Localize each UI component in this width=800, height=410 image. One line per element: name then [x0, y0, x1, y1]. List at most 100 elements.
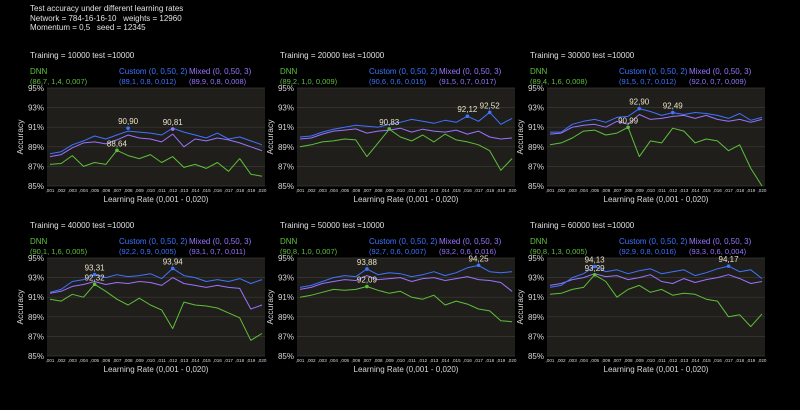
x-tick-label: ,019	[746, 188, 755, 193]
x-tick-label: ,012	[418, 358, 427, 363]
x-tick-label: ,008	[374, 188, 383, 193]
panel-title: Training = 20000 test =10000	[280, 51, 385, 60]
x-tick-label: ,013	[429, 358, 438, 363]
legend-custom-name: Custom (0, 0,50, 2)	[619, 237, 688, 246]
x-tick-label: ,020	[258, 188, 267, 193]
annotation-marker	[126, 126, 130, 130]
x-tick-label: ,012	[168, 188, 177, 193]
legend-custom-name: Custom (0, 0,50, 2)	[369, 237, 438, 246]
plot-area	[547, 258, 765, 356]
y-tick-label: 93%	[28, 274, 44, 283]
x-tick-label: ,009	[635, 358, 644, 363]
x-tick-label: ,020	[758, 358, 767, 363]
legend-custom-stats: (91,5, 0,7, 0,012)	[619, 77, 677, 86]
x-tick-label: ,015	[202, 188, 211, 193]
annotation-marker	[365, 267, 369, 271]
annotation-marker	[476, 263, 481, 268]
x-axis-label: Learning Rate (0,001 - 0,020)	[104, 365, 209, 374]
series-line-dnn	[549, 274, 763, 328]
x-tick-label: ,020	[508, 188, 517, 193]
y-tick-label: 85%	[278, 352, 294, 361]
annotation-label: 88,64	[107, 139, 128, 148]
panel-title: Training = 40000 test =10000	[30, 221, 135, 230]
x-tick-label: ,010	[396, 358, 405, 363]
x-tick-label: ,016	[213, 358, 222, 363]
x-tick-label: ,015	[202, 358, 211, 363]
series-line-custom	[550, 108, 763, 133]
legend-dnn-name: DNN	[280, 237, 298, 246]
x-tick-label: ,007	[112, 188, 121, 193]
x-tick-label: ,004	[79, 188, 88, 193]
annotation-label: 90,83	[379, 118, 400, 127]
plot-area	[297, 258, 515, 356]
legend-dnn-stats: (89,2, 1,0, 0,009)	[280, 77, 338, 86]
annotation-label: 90,99	[618, 116, 639, 125]
x-tick-label: ,003	[568, 358, 577, 363]
x-tick-label: ,001	[546, 188, 555, 193]
y-tick-label: 87%	[28, 162, 44, 171]
legend-mixed-stats: (89,9, 0,8, 0,008)	[189, 77, 247, 86]
legend-custom-stats: (89,1, 0,8, 0,012)	[119, 77, 177, 86]
annotation-marker	[726, 264, 731, 268]
x-tick-label: ,019	[496, 188, 505, 193]
series-line-custom	[549, 265, 763, 288]
legend-dnn-name: DNN	[30, 237, 48, 246]
legend-dnn-stats: (86,7, 1,4, 0,007)	[30, 77, 88, 86]
legend-mixed-stats: (91,5, 0,7, 0,017)	[439, 77, 497, 86]
y-tick-label: 95%	[278, 254, 294, 263]
x-tick-label: ,007	[362, 358, 371, 363]
chart-header: Test accuracy under different learning r…	[30, 4, 183, 33]
x-tick-label: ,005	[90, 188, 99, 193]
legend-mixed-stats: (93,3, 0,6, 0,004)	[689, 247, 747, 256]
x-tick-label: ,009	[385, 188, 394, 193]
x-tick-label: ,018	[735, 188, 744, 193]
series-line-mixed	[549, 273, 763, 286]
x-tick-label: ,002	[557, 188, 566, 193]
header-momentum: Momentum = 0,5 seed = 12345	[30, 23, 146, 32]
x-tick-label: ,004	[79, 358, 88, 363]
x-tick-label: ,016	[463, 358, 472, 363]
x-tick-label: ,003	[68, 188, 77, 193]
x-tick-label: ,015	[702, 358, 711, 363]
y-tick-label: 93%	[278, 274, 294, 283]
y-tick-label: 91%	[278, 123, 294, 132]
x-tick-label: ,010	[146, 358, 155, 363]
annotation-label: 92,52	[480, 101, 501, 110]
x-tick-label: ,002	[307, 358, 316, 363]
series-line-dnn	[49, 283, 263, 341]
chart-panel-1: Training = 10000 test =10000 DNN(86,7, 1,…	[15, 51, 267, 204]
x-tick-label: ,008	[624, 188, 633, 193]
legend-dnn-stats: (90,1, 1,6, 0,005)	[30, 247, 88, 256]
annotation-label: 92,49	[663, 102, 684, 111]
x-tick-label: ,010	[646, 358, 655, 363]
x-tick-label: ,018	[485, 358, 494, 363]
y-tick-label: 85%	[278, 182, 294, 191]
x-tick-label: ,013	[679, 358, 688, 363]
x-tick-label: ,004	[329, 188, 338, 193]
x-tick-label: ,020	[758, 188, 767, 193]
y-tick-label: 85%	[28, 182, 44, 191]
series-line-mixed	[299, 127, 513, 140]
y-axis-label: Accuracy	[515, 289, 525, 325]
y-tick-label: 87%	[278, 332, 294, 341]
annotation-label: 90,81	[163, 118, 184, 127]
x-tick-label: ,014	[691, 188, 700, 193]
x-tick-label: ,003	[568, 188, 577, 193]
series-line-dnn	[299, 128, 513, 171]
annotation-marker	[170, 266, 175, 271]
y-axis-label: Accuracy	[515, 119, 525, 155]
y-tick-label: 95%	[528, 254, 544, 263]
x-tick-label: ,002	[307, 188, 316, 193]
chart-panel-2: Training = 20000 test =10000 DNN(89,2, 1,…	[265, 51, 517, 204]
series-line-custom	[299, 264, 513, 288]
x-tick-label: ,013	[429, 188, 438, 193]
x-tick-label: ,012	[668, 358, 677, 363]
annotation-marker	[387, 127, 392, 131]
x-tick-label: ,019	[246, 358, 255, 363]
chart-panel-5: Training = 50000 test =10000 DNN(90,8, 1,…	[265, 221, 517, 374]
chart-panel-3: Training = 30000 test =10000 DNN(89,4, 1,…	[515, 51, 767, 204]
y-tick-label: 95%	[528, 84, 544, 93]
annotation-label: 94,17	[719, 255, 740, 264]
annotation-marker	[92, 272, 97, 277]
chart-panel-6: Training = 60000 test =10000 DNN(90,8, 1,…	[515, 221, 767, 374]
